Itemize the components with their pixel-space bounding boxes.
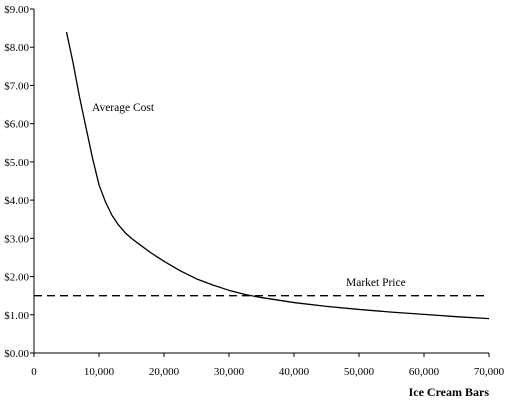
x-axis-title: Ice Cream Bars	[409, 385, 490, 399]
y-tick-label: $2.00	[4, 272, 29, 284]
x-tick-label: 30,000	[214, 366, 245, 378]
x-tick-label: 20,000	[149, 366, 180, 378]
y-tick-label: $1.00	[4, 310, 29, 322]
market-price-label: Market Price	[346, 277, 406, 289]
x-ticks-group: 0 10,000 20,000 30,000 40,000 50,000 60,000 70,…	[31, 353, 505, 378]
y-tick-label: $9.00	[4, 4, 29, 16]
y-tick-label: $6.00	[4, 119, 29, 131]
x-tick-label: 40,000	[279, 366, 310, 378]
average-cost-curve	[65, 31, 490, 320]
y-tick-label: $0.00	[4, 348, 29, 360]
y-ticks-group: $0.00 $1.00 $2.00 $3.00 $4.00 $5.00 $6.00 $7.00…	[4, 4, 34, 360]
x-tick-label: 60,000	[409, 366, 440, 378]
y-tick-label: $5.00	[4, 157, 29, 169]
axes-group	[33, 9, 489, 354]
series-layer	[34, 31, 490, 320]
x-tick-label: 0	[31, 366, 37, 378]
y-tick-label: $4.00	[4, 195, 29, 207]
x-tick-label: 50,000	[344, 366, 375, 378]
x-tick-label: 70,000	[474, 366, 505, 378]
y-tick-label: $7.00	[4, 80, 29, 92]
y-tick-label: $8.00	[4, 42, 29, 54]
y-tick-label: $3.00	[4, 233, 29, 245]
x-tick-label: 10,000	[84, 366, 115, 378]
average-cost-label: Average Cost	[92, 102, 155, 114]
